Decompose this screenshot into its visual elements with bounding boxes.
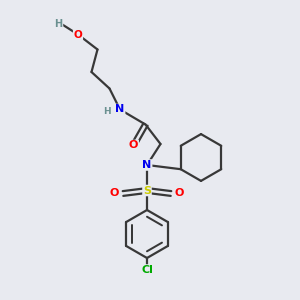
- Text: O: O: [110, 188, 119, 198]
- Text: N: N: [142, 160, 152, 170]
- Text: S: S: [143, 185, 151, 196]
- Text: O: O: [129, 140, 138, 151]
- Text: H: H: [54, 19, 63, 29]
- Text: H: H: [103, 106, 111, 116]
- Text: N: N: [116, 104, 124, 115]
- Text: O: O: [175, 188, 184, 198]
- Text: O: O: [74, 29, 82, 40]
- Text: Cl: Cl: [141, 265, 153, 275]
